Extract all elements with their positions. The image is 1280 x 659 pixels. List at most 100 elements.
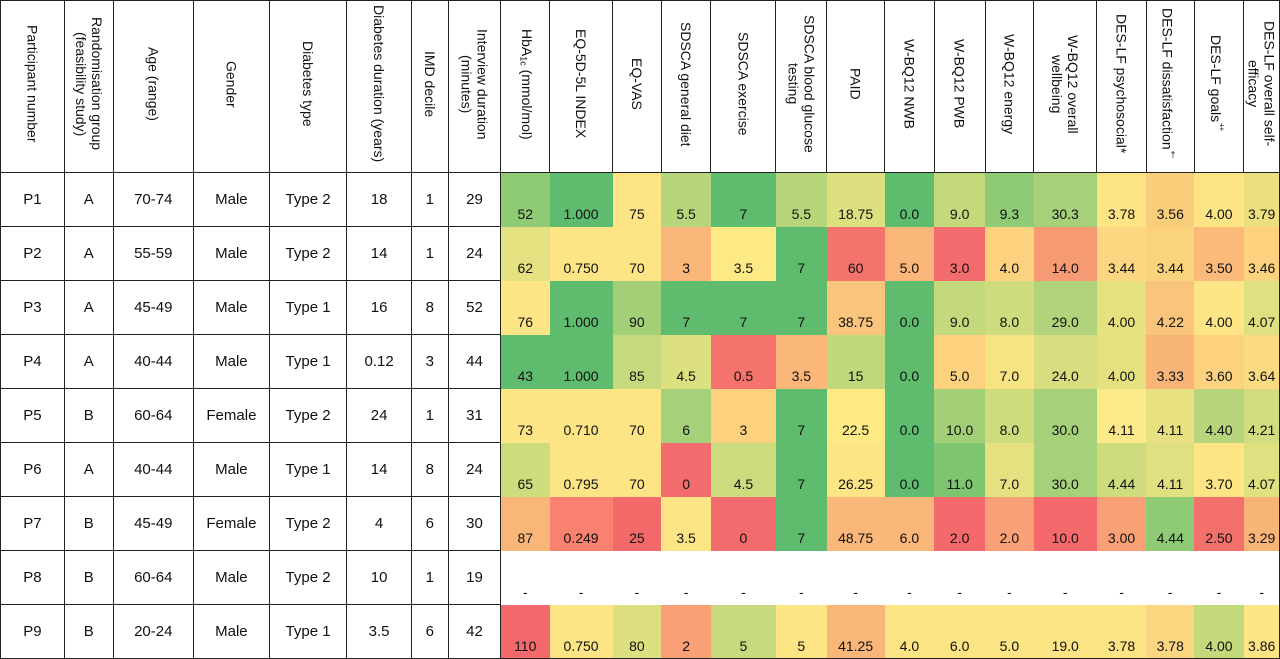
cell-eqvas: 70 — [612, 388, 662, 443]
cell-interview: 44 — [447, 334, 502, 389]
table-row: P8 B 60-64 Male Type 2 10 1 19- - - - - - - - - - - - - - - — [0, 550, 1280, 605]
cell-hba1c: 43 — [500, 334, 550, 389]
header-label: DES-LF overall self-efficacy — [1245, 21, 1278, 147]
cell-dtype: Type 1 — [268, 280, 348, 335]
table-row: P2 A 55-59 Male Type 2 14 1 24 62 0.750 70 3 3.5 7 60 5… — [0, 226, 1280, 281]
cell-dissatisfaction: 3.33 — [1146, 334, 1195, 389]
table-body: P1 A 70-74 Male Type 2 18 1 29 52 1.000 75 5.5 7 5.5 1… — [0, 172, 1280, 659]
cell-participant: P1 — [0, 172, 65, 227]
cell-eq5d: 1.000 — [549, 172, 613, 227]
cell-imd: 1 — [411, 550, 449, 605]
cell-selfeff: - — [1243, 550, 1280, 605]
header-label: SDSCA blood glucose testing — [785, 15, 818, 153]
cell-sdsca_bg: 5.5 — [775, 172, 827, 227]
cell-dtype: Type 2 — [268, 496, 348, 551]
cell-overall_wb: 30.0 — [1033, 442, 1097, 497]
cell-nwb: 6.0 — [884, 496, 935, 551]
cell-hba1c: - — [500, 550, 550, 605]
cell-eqvas: - — [612, 550, 662, 605]
header-eqvas: EQ-VAS — [612, 0, 662, 173]
cell-dissatisfaction: 4.11 — [1146, 388, 1195, 443]
cell-psychosocial: 3.44 — [1096, 226, 1147, 281]
cell-selfeff: 3.79 — [1243, 172, 1280, 227]
cell-nwb: 0.0 — [884, 172, 935, 227]
cell-imd: 1 — [411, 388, 449, 443]
cell-age: 55-59 — [112, 226, 194, 281]
cell-imd: 8 — [411, 442, 449, 497]
cell-dissatisfaction: 3.56 — [1146, 172, 1195, 227]
header-label: W-BQ12 energy — [1001, 33, 1018, 135]
cell-sdsca_bg: 7 — [775, 280, 827, 335]
cell-energy: 8.0 — [985, 388, 1034, 443]
cell-sdsca_ex: 0 — [710, 496, 776, 551]
cell-sdsca_bg: - — [775, 550, 827, 605]
cell-nwb: 0.0 — [884, 280, 935, 335]
cell-sdsca_ex: 7 — [710, 280, 776, 335]
table-row: P6 A 40-44 Male Type 1 14 8 24 65 0.795 70 0 4.5 7 26.… — [0, 442, 1280, 497]
header-label: DES-LF dissatisfaction† — [1159, 8, 1179, 160]
cell-psychosocial: 4.00 — [1096, 334, 1147, 389]
cell-eq5d: 0.710 — [549, 388, 613, 443]
cell-interview: 42 — [447, 604, 502, 659]
cell-paid: 26.25 — [826, 442, 885, 497]
cell-goals: 4.40 — [1194, 388, 1244, 443]
cell-energy: 7.0 — [985, 334, 1034, 389]
cell-goals: 4.00 — [1194, 280, 1244, 335]
cell-goals: 3.70 — [1194, 442, 1244, 497]
header-label: SDSCA general diet — [678, 21, 695, 147]
cell-imd: 1 — [411, 172, 449, 227]
cell-sdsca_ex: 7 — [710, 172, 776, 227]
cell-sdsca_diet: 7 — [661, 280, 711, 335]
cell-dissatisfaction: - — [1146, 550, 1195, 605]
cell-duration: 24 — [346, 388, 413, 443]
cell-participant: P5 — [0, 388, 65, 443]
cell-gender: Male — [192, 334, 270, 389]
header-label: DES-LF psychosocial* — [1113, 14, 1130, 154]
cell-eq5d: - — [549, 550, 613, 605]
cell-hba1c: 110 — [500, 604, 550, 659]
cell-nwb: 0.0 — [884, 388, 935, 443]
cell-psychosocial: - — [1096, 550, 1147, 605]
header-row: Participant number Randomisation group (f… — [0, 0, 1280, 173]
cell-participant: P7 — [0, 496, 65, 551]
cell-sdsca_diet: 3.5 — [661, 496, 711, 551]
cell-paid: 22.5 — [826, 388, 885, 443]
cell-sdsca_ex: 3.5 — [710, 226, 776, 281]
table-row: P9 B 20-24 Male Type 1 3.5 6 42 110 0.750 80 2 5 5 41.… — [0, 604, 1280, 659]
cell-dissatisfaction: 4.11 — [1146, 442, 1195, 497]
cell-eqvas: 75 — [612, 172, 662, 227]
cell-selfeff: 3.86 — [1243, 604, 1280, 659]
cell-psychosocial: 3.78 — [1096, 604, 1147, 659]
header-pwb: W-BQ12 PWB — [933, 0, 986, 173]
cell-participant: P2 — [0, 226, 65, 281]
cell-age: 45-49 — [112, 280, 194, 335]
cell-pwb: 11.0 — [934, 442, 986, 497]
cell-sdsca_diet: 2 — [661, 604, 711, 659]
header-selfeff: DES-LF overall self-efficacy — [1243, 0, 1280, 173]
cell-sdsca_bg: 7 — [775, 226, 827, 281]
cell-overall_wb: 10.0 — [1033, 496, 1097, 551]
cell-group: A — [63, 226, 114, 281]
cell-age: 60-64 — [112, 388, 194, 443]
cell-overall_wb: 29.0 — [1033, 280, 1097, 335]
cell-dtype: Type 1 — [268, 334, 348, 389]
cell-duration: 18 — [346, 172, 413, 227]
cell-energy: 8.0 — [985, 280, 1034, 335]
header-hba1c: HbA1c (mmol/mol) — [500, 0, 551, 173]
cell-sdsca_diet: 4.5 — [661, 334, 711, 389]
table-row: P1 A 70-74 Male Type 2 18 1 29 52 1.000 75 5.5 7 5.5 1… — [0, 172, 1280, 227]
cell-sdsca_diet: 6 — [661, 388, 711, 443]
header-label: PAID — [847, 68, 864, 100]
cell-gender: Male — [192, 226, 270, 281]
header-label: W-BQ12 overall wellbeing — [1049, 34, 1082, 134]
header-group: Randomisation group (feasibility study) — [63, 0, 114, 173]
cell-sdsca_bg: 3.5 — [775, 334, 827, 389]
cell-age: 70-74 — [112, 172, 194, 227]
cell-goals: 4.00 — [1194, 604, 1244, 659]
cell-selfeff: 3.64 — [1243, 334, 1280, 389]
cell-dtype: Type 2 — [268, 172, 348, 227]
cell-group: A — [63, 334, 114, 389]
cell-age: 40-44 — [112, 334, 194, 389]
cell-group: B — [63, 604, 114, 659]
header-label: IMD decile — [421, 50, 438, 118]
